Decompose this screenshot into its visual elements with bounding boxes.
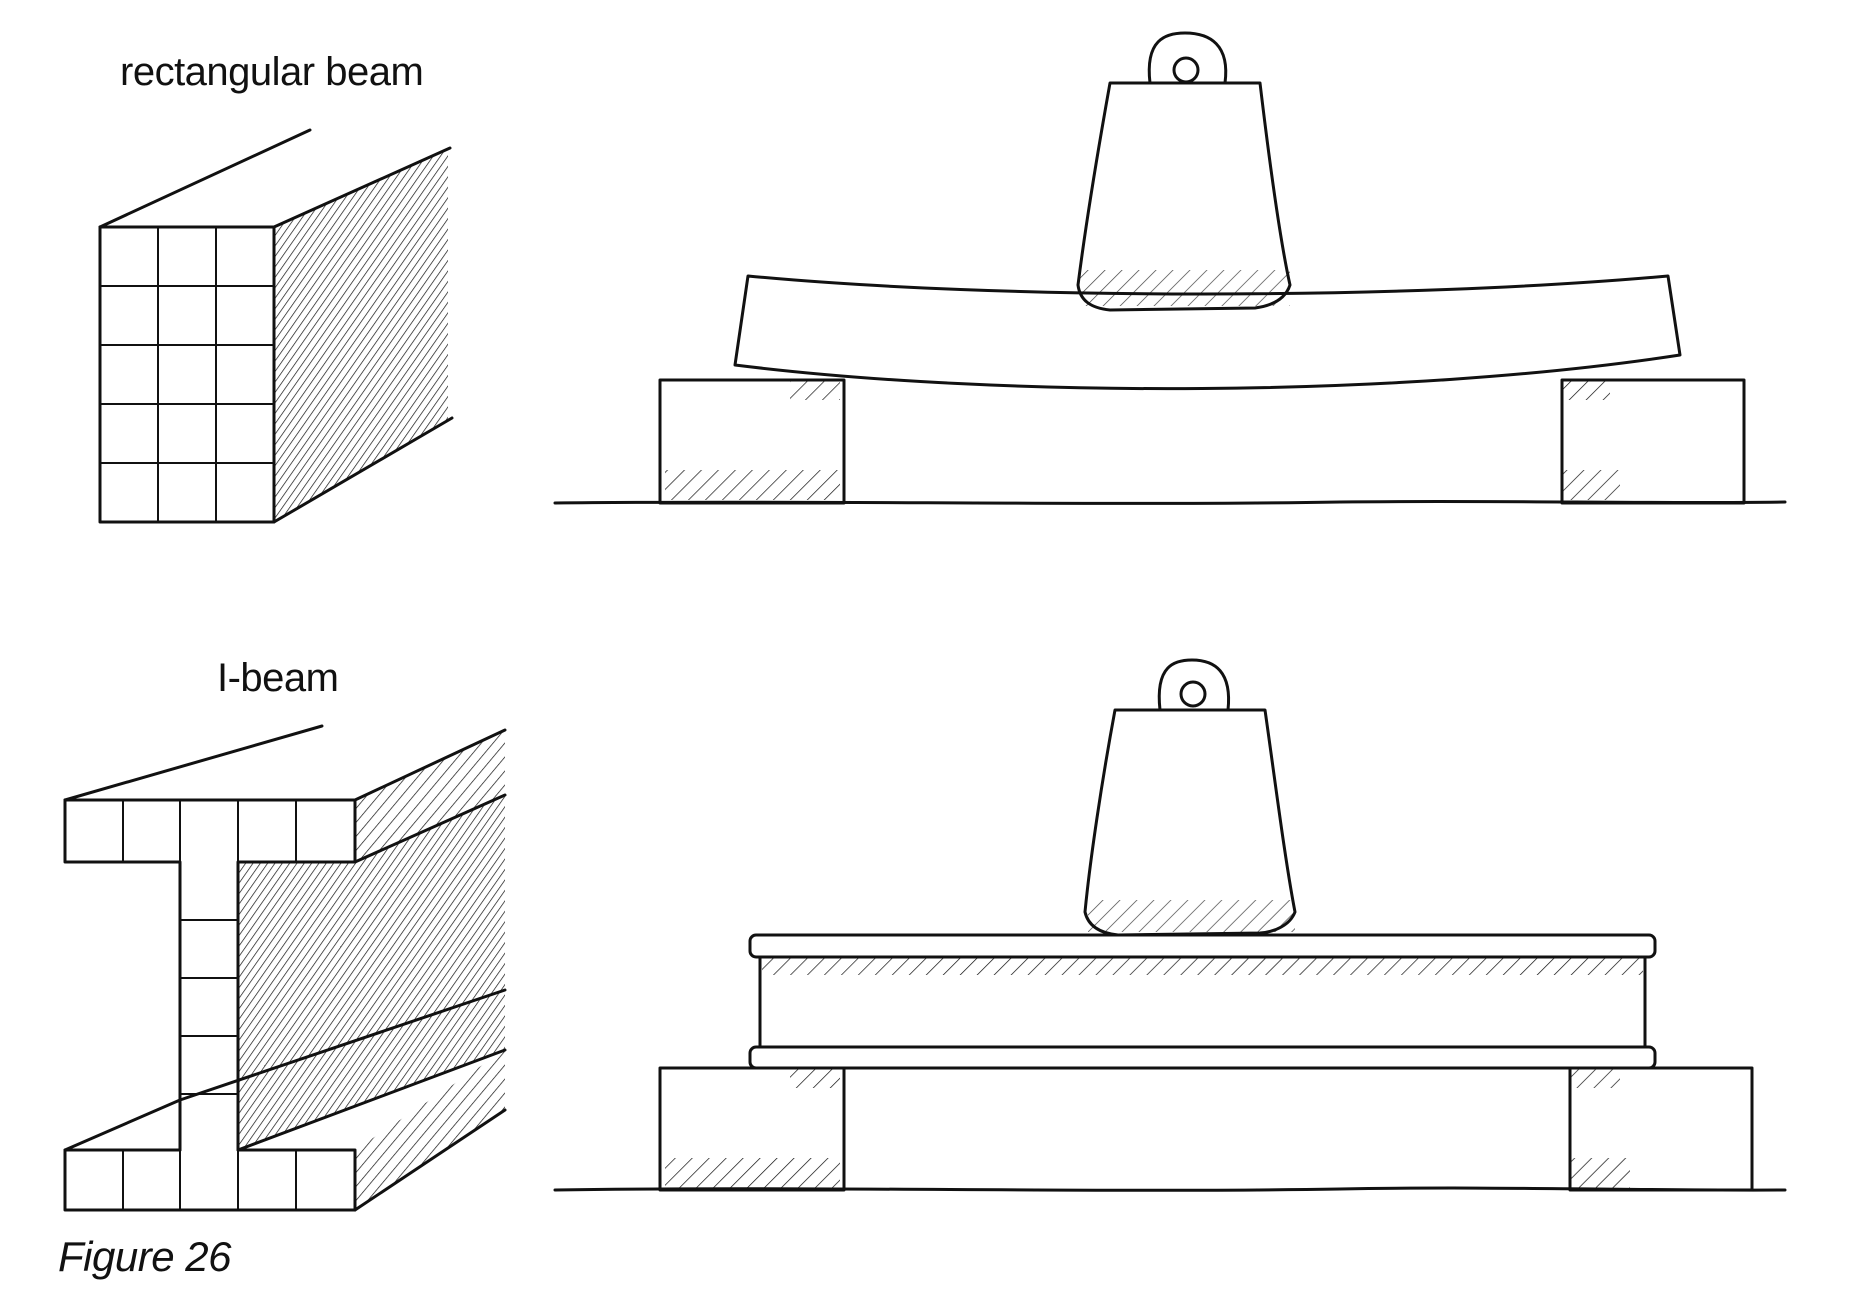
i-beam-grid (122, 800, 297, 1210)
i-beam-web-face (238, 795, 505, 1150)
i-beam-bottom-flange (748, 1045, 1657, 1070)
rectangular-beam-load-scene (553, 31, 1787, 505)
weight-handle-top (1147, 31, 1228, 85)
weight-bottom (1083, 708, 1297, 937)
rectangular-beam-title: rectangular beam (120, 50, 424, 94)
weight-top (1076, 81, 1292, 312)
right-support-bottom (1568, 1066, 1754, 1192)
left-support (658, 378, 846, 505)
bent-rectangular-beam (733, 274, 1682, 391)
rect-beam-cross-section (98, 225, 276, 524)
right-support (1560, 378, 1746, 505)
i-beam-top-flange (748, 933, 1657, 959)
i-beam-title: I-beam (217, 656, 339, 700)
figure-caption: Figure 26 (58, 1233, 231, 1280)
i-beam-drawing (63, 724, 507, 1212)
rect-beam-top-face (98, 128, 452, 229)
rect-beam-side-face (274, 150, 448, 522)
i-beam-load-scene (553, 658, 1787, 1192)
rectangular-beam-drawing (98, 128, 454, 524)
rect-beam-grid (100, 227, 274, 522)
weight-handle-bottom (1157, 658, 1231, 712)
